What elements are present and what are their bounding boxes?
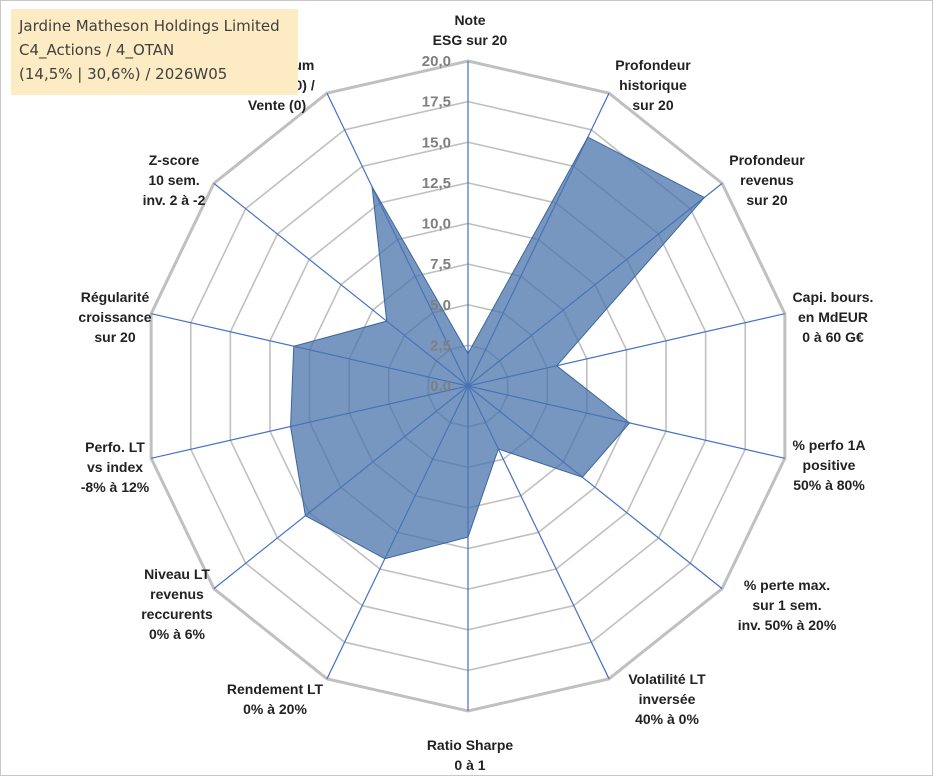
axis-label-line: inv. 50% à 20% <box>738 617 837 633</box>
axis-label-line: 0 à 1 <box>454 757 485 773</box>
axis-label-line: revenus <box>740 172 794 188</box>
axis-label: Note ESG sur 20 <box>433 12 508 48</box>
axis-label-line: 0% à 6% <box>149 626 206 642</box>
axis-label-line: % perte max. <box>744 577 830 593</box>
axis-label-line: historique <box>619 77 687 93</box>
axis-label-line: Note <box>454 12 485 28</box>
axis-label-line: 10 sem. <box>148 172 199 188</box>
tick-label: 5,0 <box>430 297 451 314</box>
axis-label: Ratio Sharpe 0 à 1 <box>427 737 514 773</box>
tick-label: 12,5 <box>422 175 451 192</box>
info-box: Jardine Matheson Holdings Limited C4_Act… <box>11 9 298 95</box>
axis-label-line: 50% à 80% <box>793 477 865 493</box>
axis-label-line: Profondeur <box>615 57 691 73</box>
axis-label: Profondeur revenus sur 20 <box>729 152 805 208</box>
tick-label: 10,0 <box>422 216 451 233</box>
axis-label: Volatilité LT inversée 40% à 0% <box>628 671 706 727</box>
axis-label-line: revenus <box>150 586 204 602</box>
company-name: Jardine Matheson Holdings Limited <box>19 17 280 35</box>
axis-label-line: inversée <box>639 691 696 707</box>
tick-layer: 0,0 2,5 5,0 7,5 10,0 12,5 15,0 17,5 20,0 <box>422 53 451 395</box>
axis-label-line: inv. 2 à -2 <box>143 192 206 208</box>
axis-label-line: reccurents <box>141 606 213 622</box>
stats-line: (14,5% | 30,6%) / 2026W05 <box>19 65 228 83</box>
axis-label-line: Perfo. LT <box>85 439 145 455</box>
axis-label-line: positive <box>803 457 856 473</box>
tick-label: 15,0 <box>422 134 451 151</box>
series-layer <box>290 136 706 560</box>
axis-label-line: sur 20 <box>632 97 673 113</box>
axis-label-line: vs index <box>87 459 143 475</box>
axis-label-line: 40% à 0% <box>635 711 699 727</box>
axis-label-line: Volatilité LT <box>628 671 706 687</box>
axis-label-line: Régularité <box>81 289 150 305</box>
axis-label-line: Rendement LT <box>227 681 324 697</box>
series-area <box>290 136 706 560</box>
axis-label: Perfo. LT vs index -8% à 12% <box>81 439 150 495</box>
axis-label: Profondeur historique sur 20 <box>615 57 691 113</box>
axis-label-line: Z-score <box>149 152 200 168</box>
tick-label: 17,5 <box>422 94 451 111</box>
axis-label-line: Capi. bours. <box>793 289 874 305</box>
axis-label-line: sur 1 sem. <box>752 597 821 613</box>
axis-label: Régularité croissance sur 20 <box>78 289 151 345</box>
axis-label-line: -8% à 12% <box>81 479 150 495</box>
tick-label: 2,5 <box>430 337 451 354</box>
tick-label: 20,0 <box>422 53 451 70</box>
axis-label-line: 0 à 60 G€ <box>802 329 864 345</box>
category-path: C4_Actions / 4_OTAN <box>19 41 175 59</box>
axis-label-line: sur 20 <box>746 192 787 208</box>
axis-label-line: % perfo 1A <box>792 437 865 453</box>
axis-label-line: Vente (0) <box>248 97 306 113</box>
axis-label-line: Profondeur <box>729 152 805 168</box>
axis-label-line: 0% à 20% <box>243 701 307 717</box>
axis-label-line: ESG sur 20 <box>433 32 508 48</box>
tick-label: 7,5 <box>430 256 451 273</box>
axis-label: Z-score 10 sem. inv. 2 à -2 <box>143 152 206 208</box>
axis-label-line: en MdEUR <box>798 309 868 325</box>
label-layer: Note ESG sur 20 Profondeur historique sur 20… <box>78 12 873 773</box>
axis-label: Capi. bours. en MdEUR 0 à 60 G€ <box>793 289 874 345</box>
axis-label-line: sur 20 <box>94 329 135 345</box>
tick-label: 0,0 <box>430 378 451 395</box>
axis-label: Rendement LT 0% à 20% <box>227 681 324 717</box>
axis-label: % perte max. sur 1 sem. inv. 50% à 20% <box>738 577 837 633</box>
axis-label: % perfo 1A positive 50% à 80% <box>792 437 865 493</box>
axis-label-line: Niveau LT <box>144 566 210 582</box>
axis-label: Niveau LT revenus reccurents 0% à 6% <box>141 566 213 642</box>
axis-label-line: croissance <box>78 309 151 325</box>
axis-label-line: Ratio Sharpe <box>427 737 514 753</box>
